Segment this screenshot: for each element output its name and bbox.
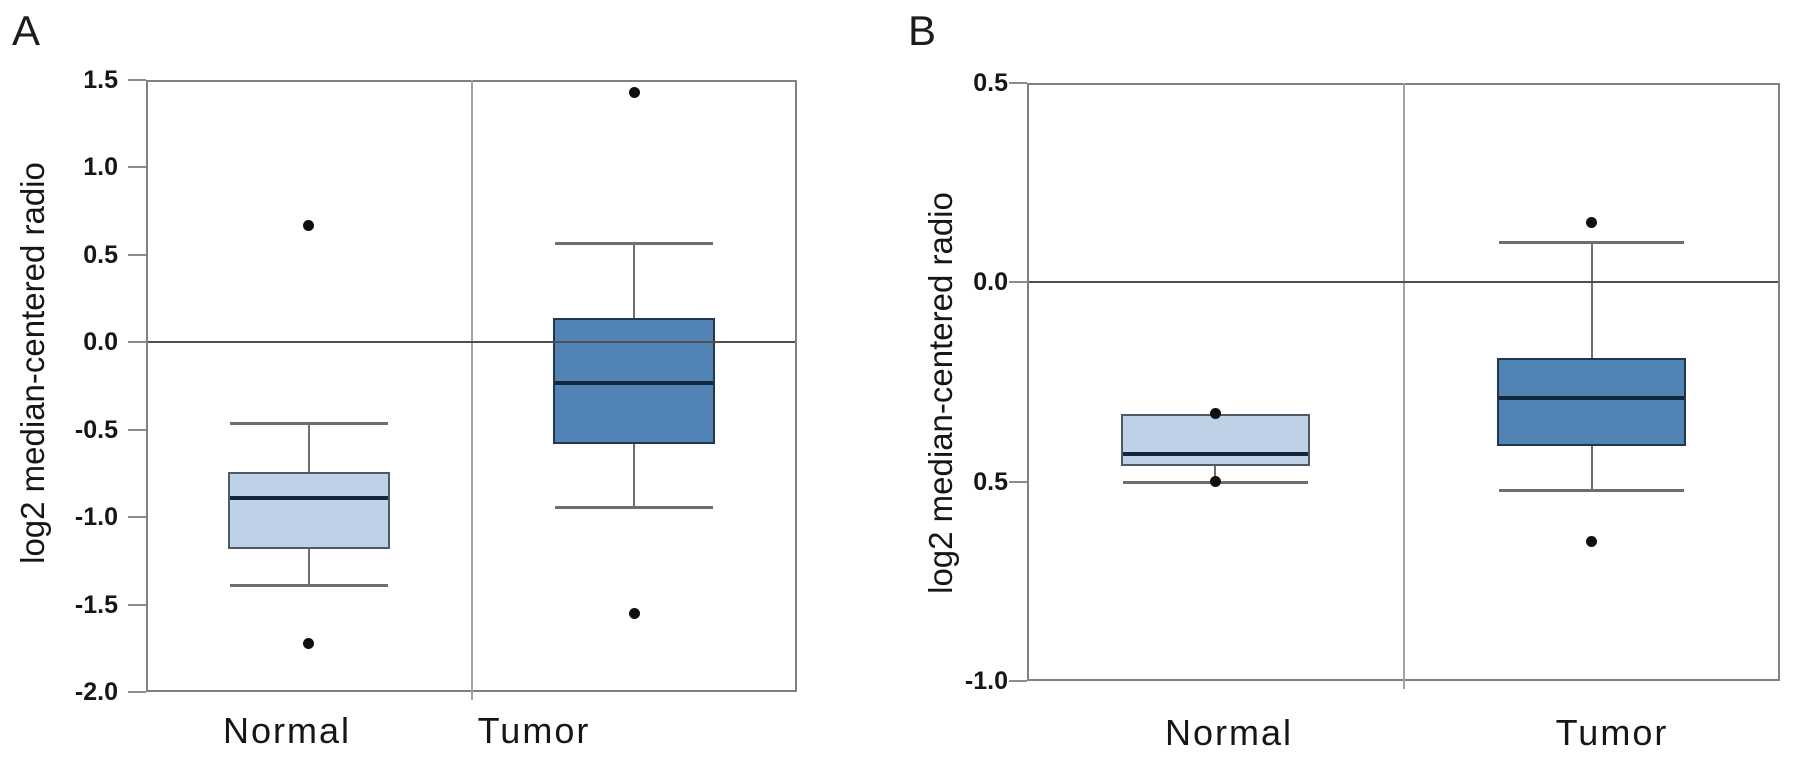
panel-a-ytick-mark: [128, 603, 146, 606]
panel-a-tumor-median-line: [555, 380, 714, 385]
panel-b-label: B: [908, 7, 937, 54]
panel-a-normal-outlier-dot: [303, 637, 315, 649]
panel-b-tumor-upper-whisker-cap: [1499, 241, 1685, 245]
panel-b-tumor-lower-whisker-stem: [1590, 445, 1593, 490]
panel-b-tumor-outlier-dot: [1586, 217, 1598, 229]
panel-b-category-normal: Normal: [1164, 712, 1294, 753]
panel-b-ytick-label: 0.0: [973, 268, 1008, 297]
panel-b-normal-lower-whisker-stem: [1214, 465, 1217, 482]
panel-a-ytick-label: 0.0: [83, 328, 118, 357]
panel-a-tumor-outlier-dot: [628, 607, 640, 619]
panel-a-ytick-mark: [128, 691, 146, 693]
panel-a-ytick-label: -1.0: [74, 503, 118, 532]
panel-a-label: A: [12, 7, 41, 54]
panel-a-divider: [470, 80, 473, 692]
panel-a-ytick-label: -1.5: [74, 590, 118, 619]
panel-a-ytick-label: -0.5: [74, 415, 118, 444]
panel-a-ytick-mark: [128, 516, 146, 519]
panel-b-divider: [1402, 83, 1405, 681]
panel-b-ytick-label: 0.5: [973, 467, 1008, 496]
panel-a-ytick-mark: [128, 253, 146, 256]
panel-a-ytick-mark: [128, 428, 146, 431]
panel-a-normal-lower-whisker-cap: [229, 584, 388, 588]
panel-a-tumor-outlier-dot: [628, 86, 640, 98]
panel-a-ytick-label: 1.0: [83, 153, 118, 182]
panel-a-category-tumor: Tumor: [477, 710, 591, 751]
panel-b-normal-outlier-dot: [1209, 476, 1221, 488]
panel-a-tumor-upper-whisker-stem: [633, 242, 636, 318]
panel-b-ytick-label: 0.5: [973, 69, 1008, 97]
panel-b-tumor-upper-whisker-stem: [1590, 242, 1593, 359]
panel-a-normal-lower-whisker-stem: [307, 548, 310, 586]
panel-b-divider-tick: [1402, 681, 1405, 689]
panel-a-ytick-mark: [128, 341, 146, 344]
panel-b-normal-median-line: [1122, 451, 1308, 456]
panel-a-ytick-label: -2.0: [74, 678, 118, 706]
panel-a-tumor-lower-whisker-stem: [633, 443, 636, 507]
panel-b-ytick-mark: [1009, 480, 1027, 483]
panel-a-zero-line: [148, 341, 795, 344]
panel-b-tumor-outlier-dot: [1586, 535, 1598, 547]
panel-a-category-normal: Normal: [222, 710, 352, 751]
panel-b-tumor-lower-whisker-cap: [1499, 488, 1685, 492]
panel-a-normal-upper-whisker-cap: [229, 421, 388, 425]
panel-a-normal-box: [227, 471, 390, 549]
panel-a-ytick-mark: [128, 166, 146, 169]
panel-a-normal-outlier-dot: [303, 219, 315, 231]
panel-b-zero-line: [1029, 281, 1778, 284]
panel-b-y-axis-title: log2 median-centered radio: [922, 192, 959, 594]
panel-a-tumor-upper-whisker-cap: [555, 241, 714, 245]
panel-b-ytick-mark: [1009, 281, 1027, 284]
panel-b-tumor-box: [1497, 358, 1687, 446]
panel-a-ytick-mark: [128, 79, 146, 81]
panel-a-ytick-label: 0.5: [83, 240, 118, 269]
panel-b-ytick-mark: [1009, 82, 1027, 84]
panel-a-tumor-lower-whisker-cap: [555, 505, 714, 509]
panel-b-normal-box: [1120, 413, 1310, 466]
panel-b-ytick-label: -1.0: [964, 667, 1008, 695]
panel-b-category-tumor: Tumor: [1555, 712, 1669, 753]
panel-b-tumor-median-line: [1499, 395, 1685, 400]
panel-a-normal-median-line: [229, 495, 388, 500]
panel-b-normal-outlier-dot: [1209, 408, 1221, 420]
panel-b-ytick-mark: [1009, 680, 1027, 682]
panel-a-divider-tick: [470, 692, 473, 700]
panel-a-normal-upper-whisker-stem: [307, 422, 310, 472]
panel-a-ytick-label: 1.5: [83, 66, 118, 94]
